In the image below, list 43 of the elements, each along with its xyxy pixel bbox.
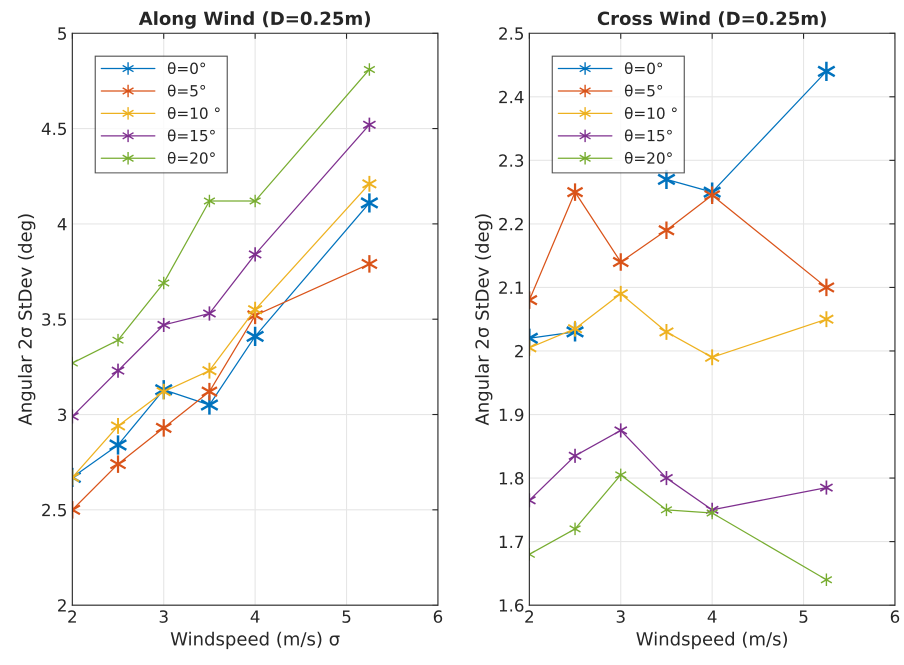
y-tick-label: 2.4 [499,90,524,104]
x-tick-label: 3 [616,610,625,623]
x-tick-label: 6 [890,610,900,623]
x-tick-label: 5 [800,610,808,623]
y-tick-label: 5 [58,27,66,40]
chart-title: Along Wind (D=0.25m) [138,11,370,29]
y-tick-label: 2.2 [499,218,523,230]
x-axis-title: Windspeed (m/s) [636,632,788,650]
legend-label: θ=5° [624,84,662,97]
x-axis-title: Windspeed (m/s) σ [170,632,340,650]
y-tick-label: 4.5 [42,122,66,136]
legend-label: θ=0° [168,62,206,74]
y-tick-label: 2.5 [42,504,66,516]
y-axis-title: Angular 2σ StDev (deg) [18,214,36,426]
legend-label: θ=15° [168,129,215,142]
x-tick-label: 3 [160,610,168,623]
y-tick-label: 1.9 [500,408,524,422]
legend-label: θ=0° [624,62,662,74]
y-tick-label: 3.5 [42,313,66,326]
y-axis-title: Angular 2σ StDev (deg) [474,214,492,426]
legend-label: θ=10 ° [168,107,220,119]
legend-label: θ=20° [624,152,672,164]
x-tick-label: 5 [342,610,350,623]
x-tick-label: 2 [68,610,76,623]
y-tick-label: 2.3 [499,154,524,167]
x-tick-label: 6 [434,610,442,623]
y-tick-label: 3 [58,408,66,422]
y-tick-label: 2.5 [499,27,524,40]
chart-title: Cross Wind (D=0.25m) [598,11,826,28]
legend-label: θ=15° [624,129,672,142]
legend-label: θ=10 ° [624,107,677,119]
x-tick-label: 4 [708,610,717,623]
y-tick-label: 2 [515,344,523,358]
legend-label: θ=5° [168,84,206,97]
x-tick-label: 2 [525,610,533,623]
y-tick-label: 1.6 [500,599,524,612]
y-tick-label: 4 [58,218,67,230]
y-tick-label: 1.8 [500,472,524,485]
y-tick-label: 1.7 [500,536,524,548]
y-tick-label: 2 [58,599,66,612]
y-tick-label: 2.1 [499,281,523,294]
legend-label: θ=20° [168,152,215,164]
x-tick-label: 4 [250,610,260,623]
